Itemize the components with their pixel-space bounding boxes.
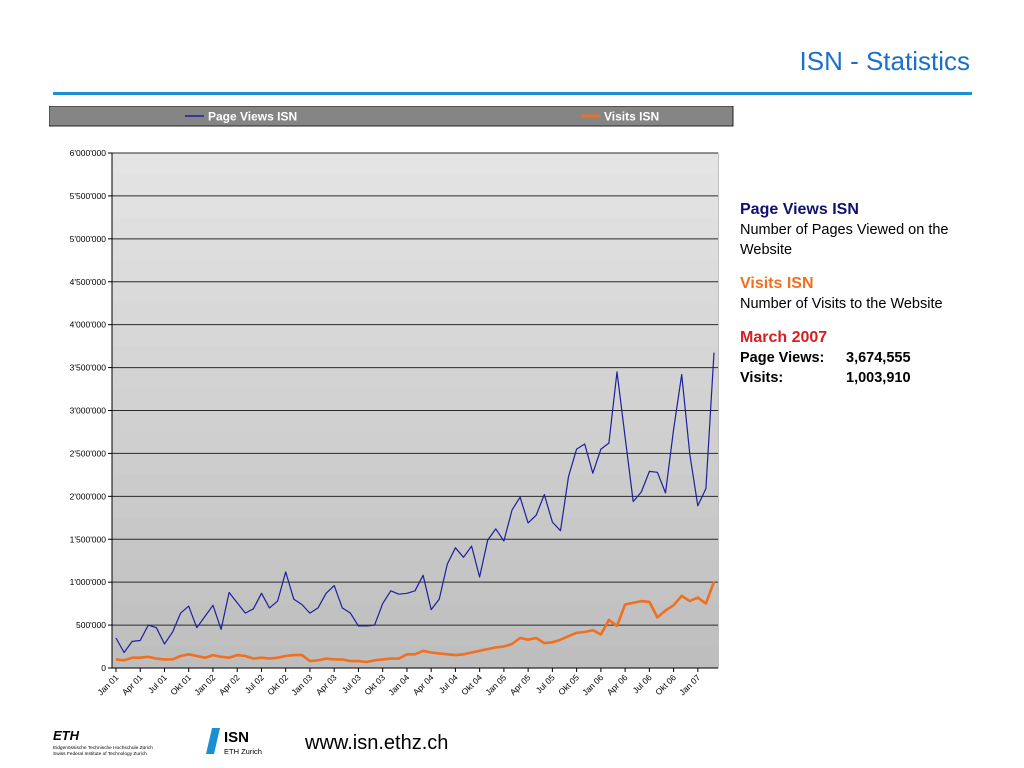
y-tick-label: 2'000'000	[70, 491, 107, 501]
month-heading: March 2007	[740, 329, 828, 346]
plot-gradient-band	[112, 496, 718, 519]
series-line-page-views	[115, 352, 715, 654]
y-tick-label: 500'000	[76, 620, 106, 630]
visits-stat: Visits: 1,003,910	[740, 368, 1000, 388]
page-title: ISN - Statistics	[799, 46, 970, 76]
line-chart: Page Views ISN Visits ISN 0 500'000 1'000'…	[49, 106, 734, 705]
plot-gradient-band	[112, 431, 718, 455]
title-divider	[53, 92, 972, 95]
plot-gradient-band	[112, 625, 718, 648]
plot-gradient-band	[112, 260, 718, 283]
legend-label-visits: Visits ISN	[604, 110, 659, 124]
y-tick-label: 4'500'000	[70, 277, 107, 287]
plot-gradient-band	[112, 217, 718, 240]
description-panel: Page Views ISN Number of Pages Viewed on…	[740, 200, 1000, 402]
plot-gradient-band	[112, 517, 718, 540]
visits-heading: Visits ISN	[740, 275, 814, 292]
visits-stat-value: 1,003,910	[846, 370, 911, 386]
plot-gradient-band	[112, 560, 718, 583]
y-tick-label: 3'500'000	[70, 363, 107, 373]
page-views-stat: Page Views: 3,674,555	[740, 348, 1000, 368]
eth-logo-line1: Eidgenössische Technische Hochschule Zür…	[53, 745, 153, 751]
plot-gradient-band	[112, 603, 718, 626]
y-tick-label: 1'500'000	[70, 534, 107, 544]
plot-gradient-band	[112, 367, 718, 390]
plot-gradient-band	[112, 346, 718, 369]
y-tick-label: 1'000'000	[70, 577, 107, 587]
plot-gradient-band	[112, 389, 718, 412]
plot-gradient-band	[112, 324, 718, 347]
plot-gradient-band	[112, 453, 718, 476]
plot-gradient-band	[112, 195, 718, 218]
isn-logo-word: ISN	[224, 729, 249, 746]
plot-gradient-band	[112, 153, 718, 176]
series-line-visits	[115, 581, 716, 664]
y-tick-label: 6'000'000	[70, 148, 107, 158]
visits-description: Number of Visits to the Website	[740, 296, 943, 312]
page-views-stat-value: 3,674,555	[846, 350, 911, 366]
plot-gradient-band	[112, 174, 718, 197]
eth-logo-word: ETH	[53, 728, 80, 743]
plot-gradient-band	[112, 281, 718, 304]
y-tick-label: 2'500'000	[70, 448, 107, 458]
y-tick-label: 5'000'000	[70, 234, 107, 244]
y-tick-label: 5'500'000	[70, 191, 107, 201]
y-tick-label: 3'000'000	[70, 406, 107, 416]
plot-gradient-band	[112, 646, 718, 669]
y-tick-label: 4'000'000	[70, 320, 107, 330]
plot-gradient-band	[112, 410, 718, 433]
page-views-stat-label: Page Views:	[740, 350, 825, 366]
isn-logo-sub: ETH Zurich	[224, 747, 262, 756]
plot-gradient-band	[112, 539, 718, 562]
chart-legend: Page Views ISN Visits ISN	[49, 106, 734, 127]
isn-logo-mark	[206, 728, 220, 754]
plot-gradient-band	[112, 303, 718, 326]
eth-logo-line2: Swiss Federal Institute of Technology Zu…	[53, 751, 147, 757]
website-url: www.isn.ethz.ch	[305, 732, 449, 754]
visits-stat-label: Visits:	[740, 370, 784, 386]
plot-gradient-band	[112, 474, 718, 497]
page-views-heading: Page Views ISN	[740, 201, 859, 218]
legend-label-page-views: Page Views ISN	[208, 110, 297, 124]
page-views-description: Number of Pages Viewed on the Website	[740, 222, 949, 258]
isn-logo: ISN ETH Zurich	[206, 728, 262, 756]
plot-gradient-band	[112, 582, 718, 605]
plot-gradient-band	[112, 238, 718, 261]
eth-logo: ETH Eidgenössische Technische Hochschule…	[53, 728, 153, 757]
footer-logos: ETH Eidgenössische Technische Hochschule…	[53, 728, 262, 757]
y-tick-label: 0	[101, 663, 106, 673]
